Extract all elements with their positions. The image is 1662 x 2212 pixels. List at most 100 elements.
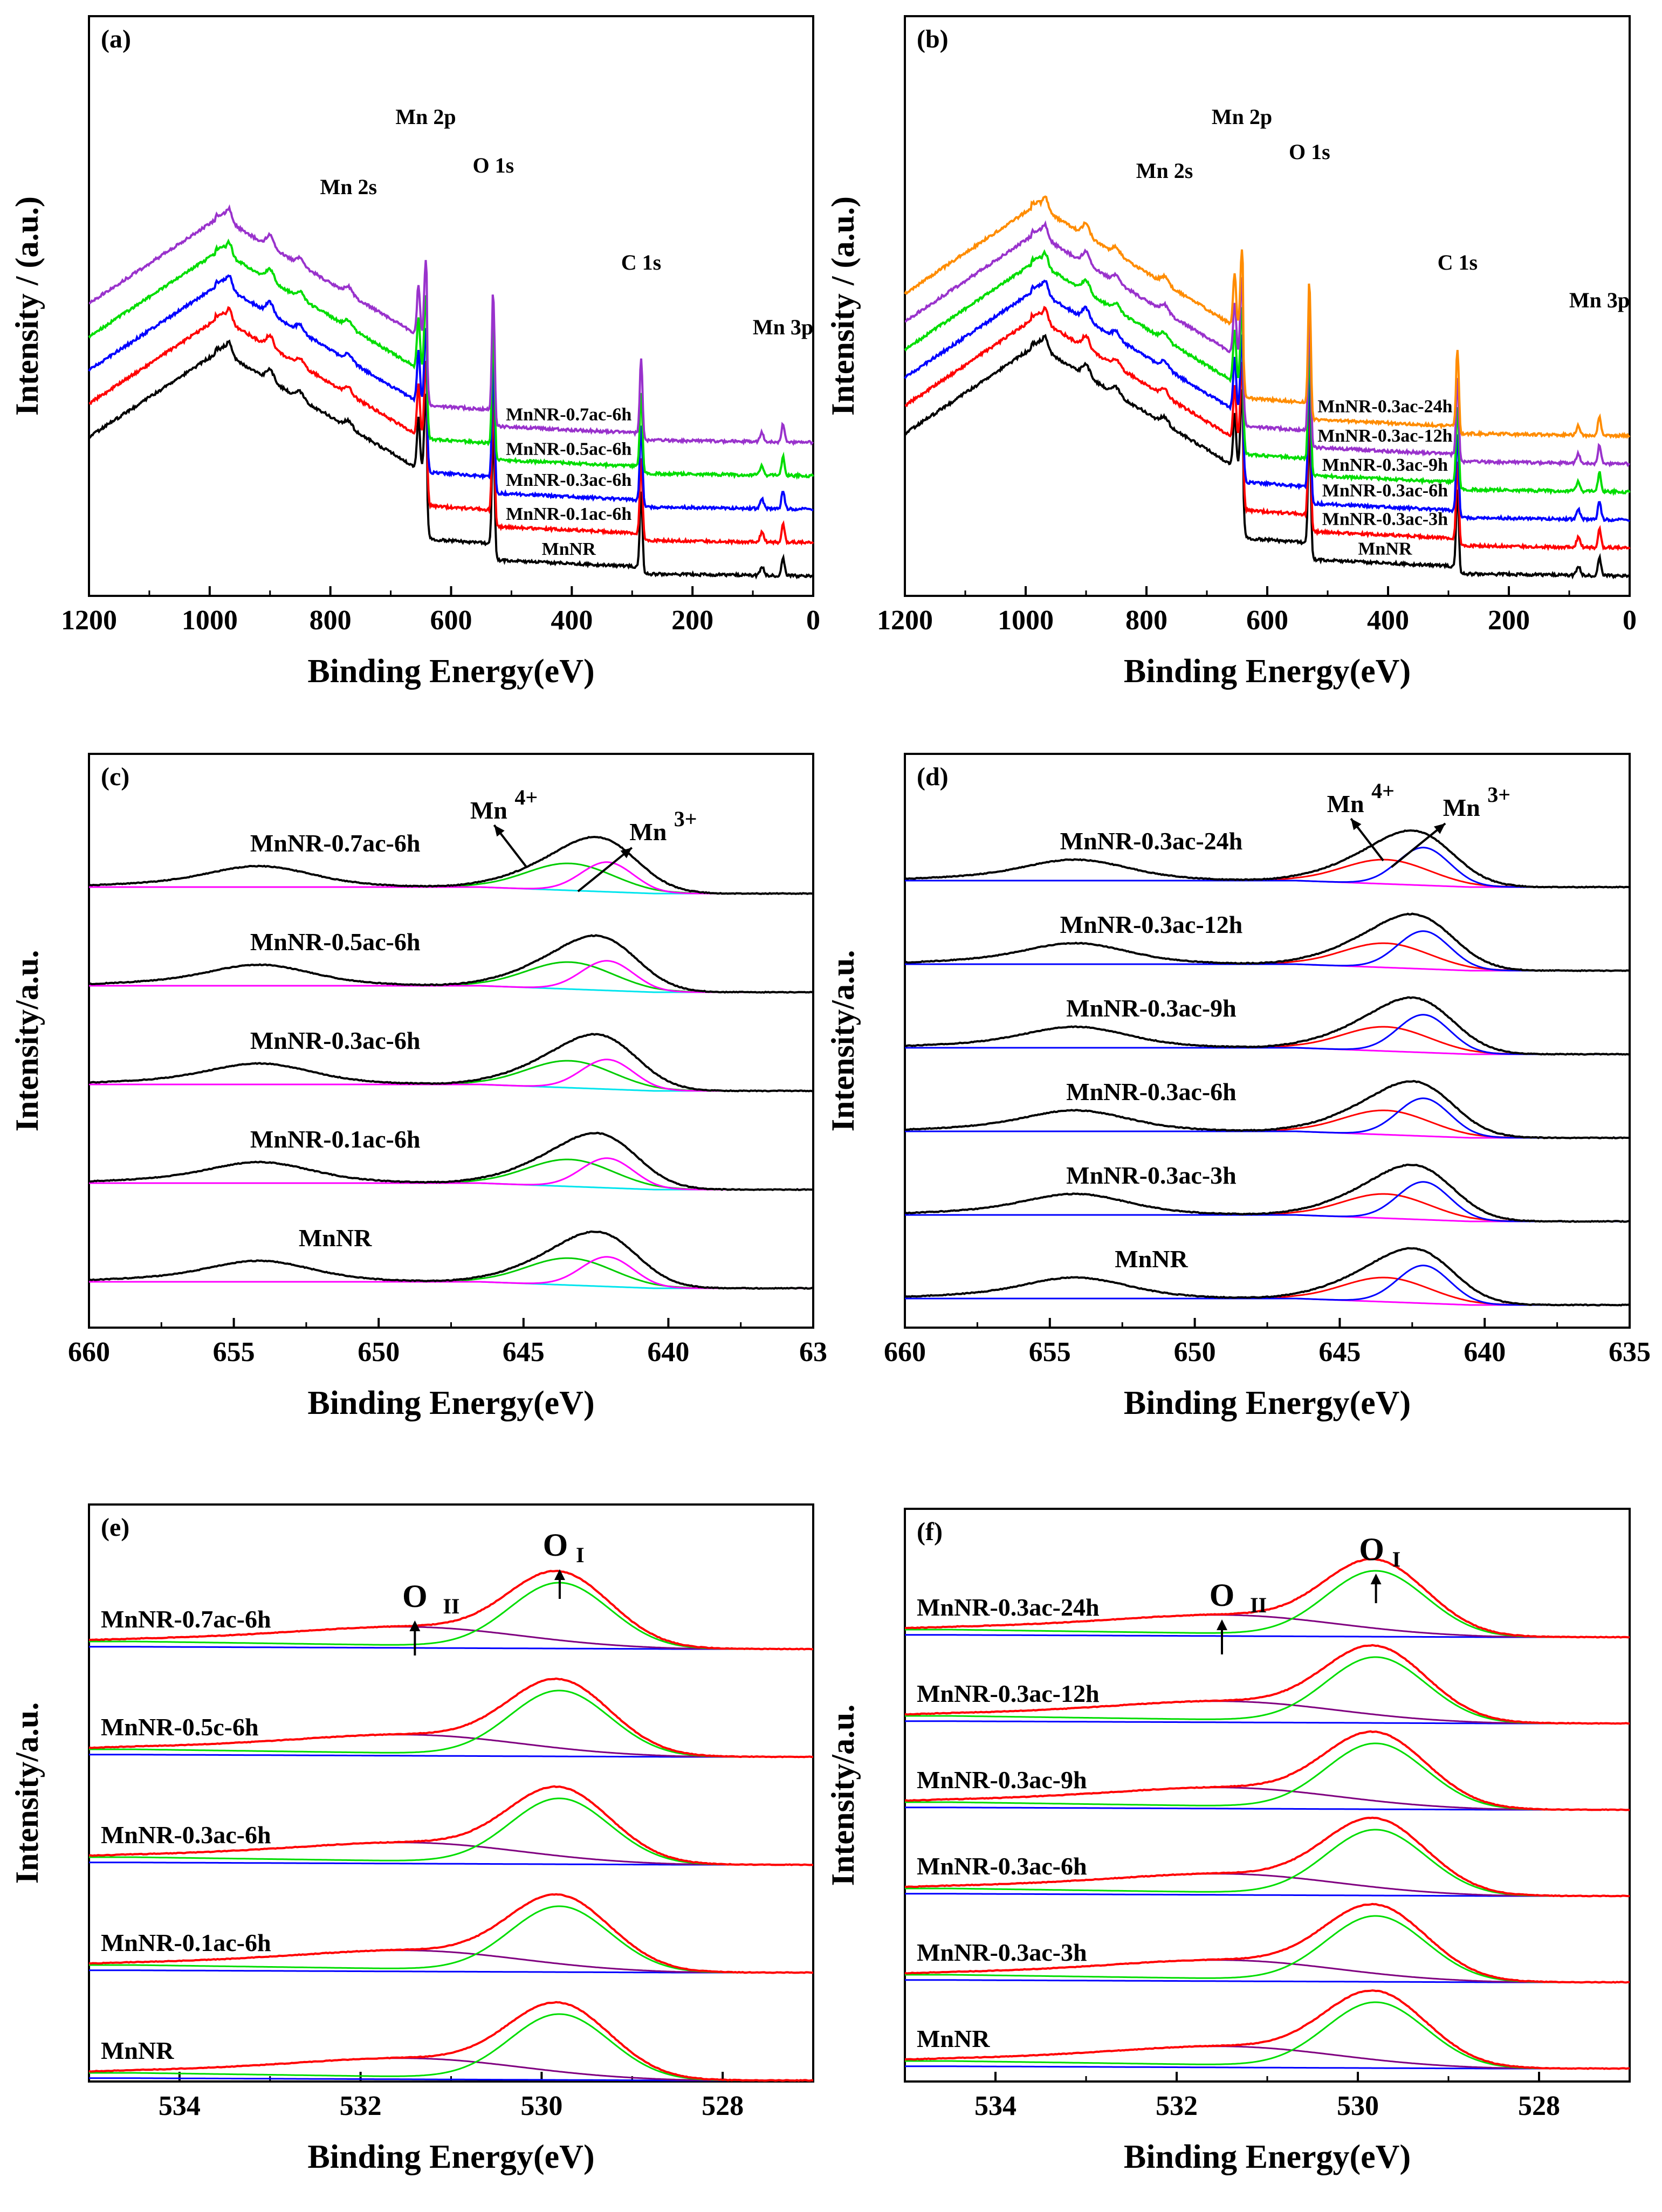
arrow-head: [494, 825, 505, 837]
mn4-fit-line: [905, 942, 1630, 972]
series-label: MnNR-0.1ac-6h: [101, 1929, 271, 1956]
series-label: MnNR-0.3ac-24h: [1060, 827, 1243, 855]
mn3-fit-line: [905, 1014, 1630, 1055]
spectrum-line: [904, 1902, 1630, 1984]
panel-label: (e): [101, 1513, 129, 1542]
series-label: MnNR-0.5ac-6h: [250, 928, 421, 956]
peak-label: Mn 2s: [1136, 159, 1193, 183]
peak-label: O 1s: [1289, 140, 1330, 164]
peak-label: C 1s: [621, 250, 661, 274]
plot-frame: [904, 753, 1631, 1329]
survey-line: [88, 306, 814, 546]
annotation-arrow: [1390, 822, 1446, 868]
peak-annotations: O IIO I: [1210, 1531, 1400, 1654]
x-tick-label: 0: [1623, 605, 1637, 636]
spectrum-line: [88, 1131, 814, 1191]
x-tick-label: 600: [430, 605, 472, 636]
series-label: MnNR-0.3ac-12h: [1317, 426, 1452, 446]
mn3-superscript: 3+: [674, 807, 697, 831]
mn3-label: Mn: [629, 818, 667, 846]
series-label: MnNR-0.5c-6h: [101, 1713, 259, 1741]
x-tick-label: 532: [340, 2091, 382, 2121]
spectrum-line: [904, 996, 1630, 1056]
x-tick-label: 1000: [182, 605, 238, 636]
spectrum-line: [904, 1080, 1630, 1139]
arrow-head: [1370, 1574, 1382, 1584]
x-tick-label: 660: [884, 1337, 926, 1368]
survey-line: [904, 306, 1631, 551]
x-tick-label: 800: [310, 605, 352, 636]
series-label: MnNR-0.7ac-6h: [506, 404, 631, 424]
series-label: MnNR: [299, 1224, 372, 1252]
spectrum-line: [904, 912, 1630, 972]
x-tick-label: 400: [551, 605, 593, 636]
spectrum-line: [88, 835, 814, 895]
series-label: MnNR-0.1ac-6h: [506, 504, 631, 524]
survey-line: [905, 220, 1630, 468]
spectrum-line: [89, 1570, 814, 1651]
arrow-head: [1217, 1619, 1227, 1630]
survey-line: [904, 195, 1631, 439]
spectrum-line: [905, 1558, 1630, 1639]
survey-line: [89, 204, 814, 446]
x-tick-label: 650: [1174, 1337, 1216, 1368]
x-axis-title: Binding Energy(eV): [1124, 653, 1411, 690]
survey-line: [904, 334, 1631, 580]
peak-label: Mn 3p: [753, 315, 813, 339]
mn3-superscript: 3+: [1487, 782, 1510, 807]
panel-label: (f): [917, 1517, 943, 1546]
x-tick-label: 1000: [998, 605, 1054, 636]
x-tick-label: 530: [1337, 2091, 1379, 2121]
mn4-fit-line: [905, 1193, 1630, 1222]
spectrum-line: [88, 1785, 814, 1866]
series-label: MnNR: [101, 2037, 174, 2064]
arrow-head: [1351, 819, 1362, 830]
x-axis-title: Binding Energy(eV): [307, 653, 594, 690]
mn4-fit-line: [89, 1060, 813, 1092]
panel-d: 660 655 650 645 640 635 Binding Energy(eV) Inte…: [825, 753, 1651, 1421]
series-label: MnNR-0.7ac-6h: [250, 829, 421, 857]
oi-fit-line: [89, 2013, 813, 2082]
x-tick-label: 640: [647, 1337, 689, 1368]
x-tick-label: 528: [702, 2091, 744, 2121]
y-axis-title: Intensity/a.u.: [825, 1705, 861, 1886]
y-axis-title: Intensity/a.u.: [9, 950, 45, 1132]
mn3-fit-line: [89, 960, 813, 993]
mn4-fit-line: [905, 1276, 1630, 1306]
x-axis-title: Binding Energy(eV): [1124, 2139, 1411, 2175]
mn4-label: Mn: [470, 796, 507, 824]
x-tick-label: 0: [806, 605, 820, 636]
series-label: MnNR-0.3ac-6h: [101, 1821, 271, 1849]
oi-fit-line: [905, 2001, 1630, 2070]
series-label: MnNR-0.3ac-24h: [1317, 397, 1452, 417]
mn3-fit-line: [89, 861, 813, 895]
mn4-fit-line: [89, 862, 813, 895]
x-tick-label: 63: [799, 1337, 827, 1368]
survey-line: [88, 238, 814, 480]
mn4-fit-line: [905, 1109, 1630, 1139]
mn3-fit-line: [905, 1097, 1630, 1139]
mn3-label: Mn: [1443, 794, 1480, 821]
oi-subscript: I: [576, 1543, 585, 1567]
panel-label: (c): [101, 762, 129, 791]
y-axis-title: Intensity/a.u.: [825, 950, 861, 1132]
mn3-fit-line: [89, 1157, 813, 1191]
peak-label: O 1s: [472, 153, 514, 177]
x-tick-label: 532: [1156, 2091, 1198, 2121]
series-label: MnNR-0.5ac-6h: [506, 439, 631, 459]
x-tick-label: 534: [974, 2091, 1017, 2121]
panel-c: 660 655 650 645 640 63 Binding Energy(eV) Inten…: [9, 753, 827, 1421]
panel-label: (b): [917, 25, 949, 53]
spectrum-line: [88, 2001, 814, 2082]
oii-fit-line: [904, 2045, 1630, 2070]
spectrum-line: [904, 1247, 1630, 1307]
series-label: MnNR-0.3ac-3h: [917, 1939, 1087, 1966]
mn4-fit-line: [905, 1026, 1630, 1055]
panel-e: 534 532 530 528 Binding Energy(eV) Intensity/…: [9, 1503, 814, 2175]
annotation-arrow: [577, 847, 633, 892]
x-tick-label: 640: [1464, 1337, 1506, 1368]
series-label: MnNR-0.3ac-12h: [917, 1680, 1100, 1707]
x-tick-label: 200: [671, 605, 713, 636]
x-tick-label: 200: [1488, 605, 1530, 636]
oii-subscript: II: [443, 1594, 459, 1618]
